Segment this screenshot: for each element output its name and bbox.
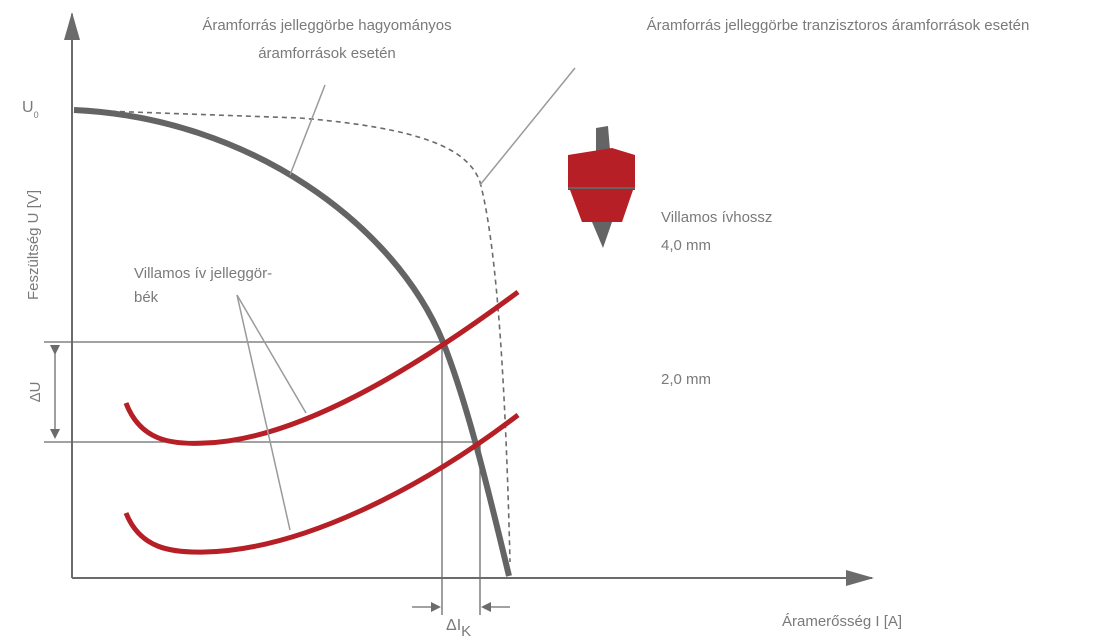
x-axis-label: Áramerősség I [A] [782, 613, 902, 630]
y-axis-label: Feszültség U [V] [25, 190, 42, 300]
arc-length-label: 4,0 mm [661, 237, 711, 254]
pointer [289, 84, 326, 176]
u0-sub: 0 [34, 110, 39, 120]
arc-short-label: 2,0 mm [661, 371, 711, 388]
transistor-curve [74, 109, 481, 183]
pointer [236, 294, 307, 414]
delta-i-sub: K [461, 623, 471, 640]
u0-main: U [22, 99, 34, 116]
classic-label: Áramforrás jelleggörbe hagyományos [202, 17, 451, 34]
delta-i-main: ΔI [446, 617, 461, 634]
arc-curve [123, 413, 520, 555]
u0-label: U0 [22, 99, 39, 120]
delta-i-label: ΔIK [446, 617, 471, 640]
electrode-icon [568, 126, 635, 248]
classic-curve [73, 107, 512, 577]
pointer [479, 67, 576, 186]
arc-curve [123, 289, 520, 446]
arc-label: bék [134, 289, 159, 306]
delta-u-label: ΔU [27, 382, 44, 403]
pointer [236, 294, 291, 531]
classic-label: áramforrások esetén [258, 45, 396, 62]
arc-label: Villamos ív jelleggör- [134, 265, 272, 282]
transistor-curve [479, 181, 511, 563]
transistor-label: Áramforrás jelleggörbe tranzisztoros ára… [647, 17, 1030, 34]
arc-length-label: Villamos ívhossz [661, 209, 772, 226]
